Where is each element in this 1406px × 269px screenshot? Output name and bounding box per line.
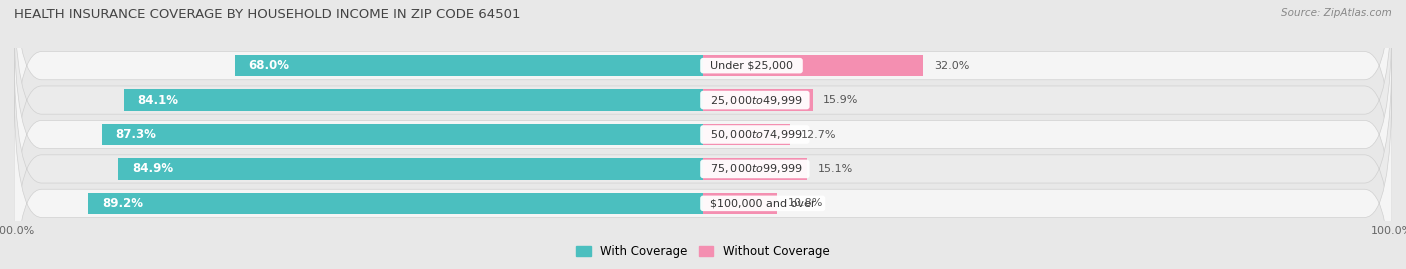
Bar (235, 55, 703, 76)
Bar (703, 55, 924, 76)
Text: Under $25,000: Under $25,000 (703, 61, 800, 71)
Text: $100,000 and over: $100,000 and over (703, 198, 823, 208)
Text: 84.9%: 84.9% (132, 162, 173, 175)
Text: 89.2%: 89.2% (103, 197, 143, 210)
Bar (703, 89, 813, 111)
FancyBboxPatch shape (14, 11, 1392, 258)
Text: $75,000 to $99,999: $75,000 to $99,999 (703, 162, 807, 175)
Text: 15.1%: 15.1% (817, 164, 852, 174)
Text: $25,000 to $49,999: $25,000 to $49,999 (703, 94, 807, 107)
Bar (703, 158, 807, 180)
Bar (703, 124, 790, 145)
Text: 10.8%: 10.8% (787, 198, 823, 208)
Bar (124, 89, 703, 111)
Text: $50,000 to $74,999: $50,000 to $74,999 (703, 128, 807, 141)
Text: 87.3%: 87.3% (115, 128, 156, 141)
Text: 68.0%: 68.0% (249, 59, 290, 72)
Text: 32.0%: 32.0% (934, 61, 969, 71)
Bar (89, 193, 703, 214)
Text: HEALTH INSURANCE COVERAGE BY HOUSEHOLD INCOME IN ZIP CODE 64501: HEALTH INSURANCE COVERAGE BY HOUSEHOLD I… (14, 8, 520, 21)
Text: 84.1%: 84.1% (138, 94, 179, 107)
FancyBboxPatch shape (14, 0, 1392, 224)
Bar (101, 124, 703, 145)
Bar (703, 193, 778, 214)
FancyBboxPatch shape (14, 0, 1392, 189)
FancyBboxPatch shape (14, 45, 1392, 269)
FancyBboxPatch shape (14, 80, 1392, 269)
Legend: With Coverage, Without Coverage: With Coverage, Without Coverage (572, 240, 834, 263)
Text: 12.7%: 12.7% (801, 129, 837, 140)
Text: Source: ZipAtlas.com: Source: ZipAtlas.com (1281, 8, 1392, 18)
Bar (118, 158, 703, 180)
Text: 15.9%: 15.9% (823, 95, 858, 105)
